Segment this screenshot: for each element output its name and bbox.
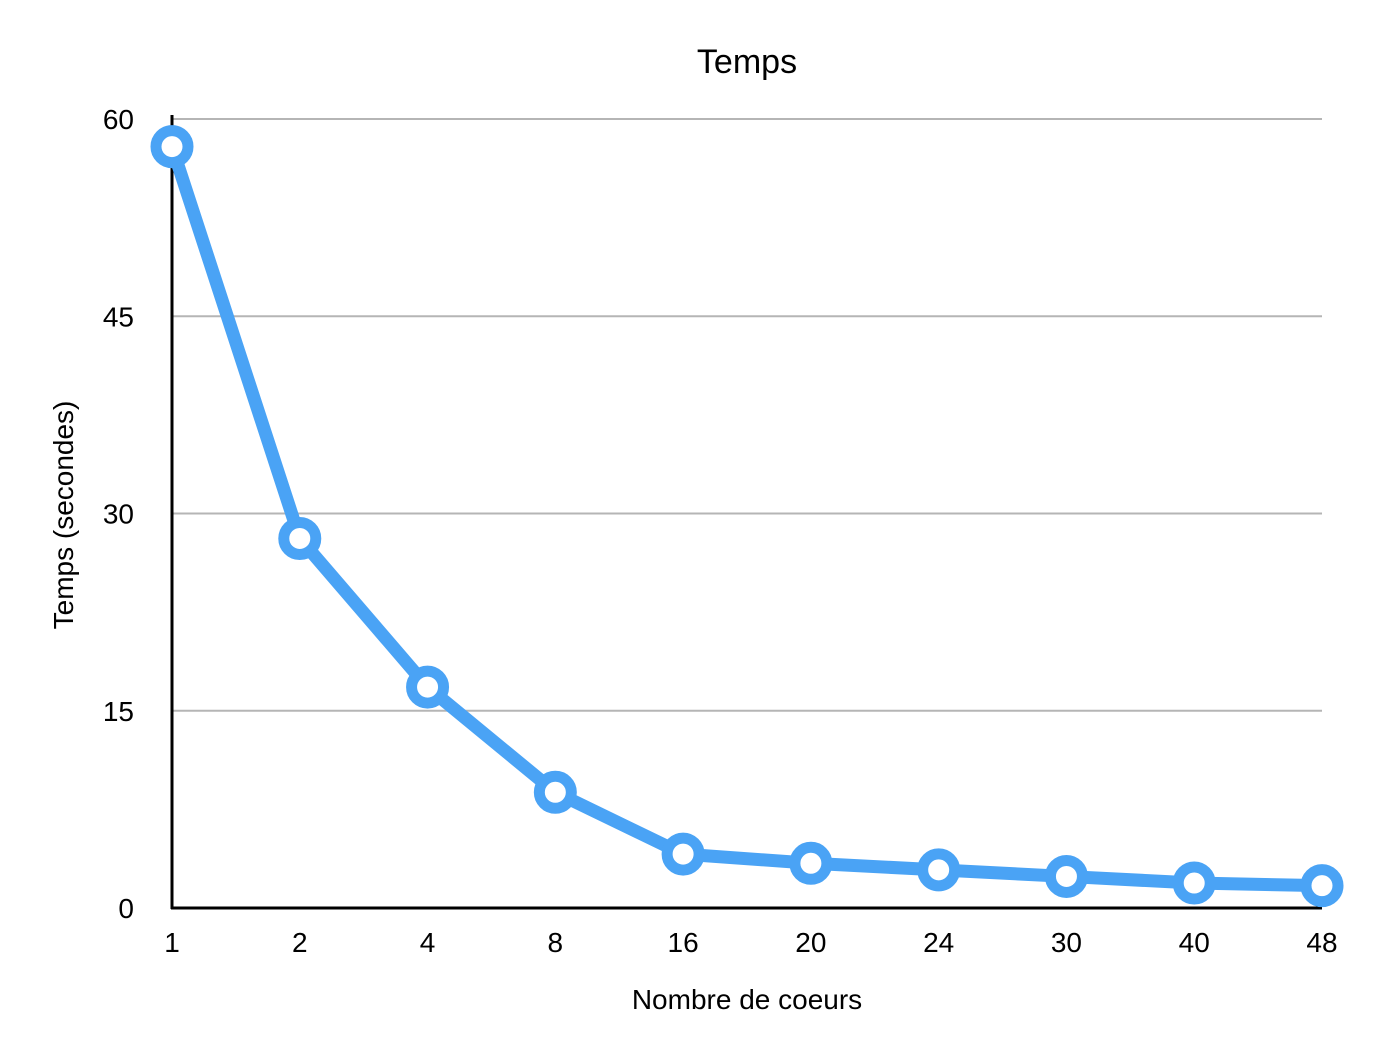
chart-title: Temps [697, 43, 797, 81]
data-point [917, 848, 961, 892]
x-tick-label: 2 [292, 927, 308, 958]
y-tick-label: 60 [103, 104, 134, 135]
series-line [165, 140, 1329, 893]
data-point [1044, 854, 1088, 898]
data-point [1172, 861, 1216, 905]
x-tick-label: 16 [668, 927, 699, 958]
y-tick-label: 30 [103, 499, 134, 530]
axes [170, 115, 1322, 910]
data-point [1300, 864, 1344, 908]
data-point [533, 770, 577, 814]
data-point [406, 665, 450, 709]
y-tick-label: 15 [103, 696, 134, 727]
data-point [789, 841, 833, 885]
x-tick-label: 30 [1051, 927, 1082, 958]
x-tick-label: 1 [164, 927, 180, 958]
data-point [661, 832, 705, 876]
gridlines [172, 118, 1322, 712]
x-tick-label: 20 [795, 927, 826, 958]
data-point [150, 125, 194, 169]
x-tick-label: 24 [923, 927, 954, 958]
y-axis-title: Temps (secondes) [48, 401, 79, 630]
x-tick-label: 40 [1179, 927, 1210, 958]
x-tick-label: 4 [420, 927, 436, 958]
y-tick-label: 0 [118, 893, 134, 924]
x-tick-label: 48 [1306, 927, 1337, 958]
y-tick-label: 45 [103, 301, 134, 332]
x-tick-label: 8 [548, 927, 564, 958]
series [150, 125, 1344, 908]
x-axis-title: Nombre de coeurs [632, 984, 862, 1015]
data-point [278, 516, 322, 560]
